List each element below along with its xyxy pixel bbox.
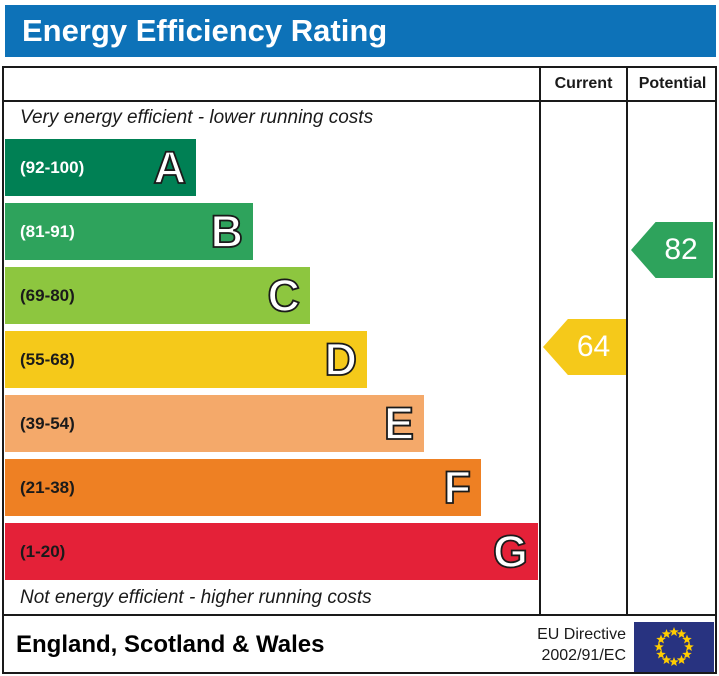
band-d: (55-68) D bbox=[5, 331, 367, 388]
footer-separator bbox=[2, 614, 717, 616]
page-title: Energy Efficiency Rating bbox=[5, 5, 716, 57]
eu-directive-label: EU Directive 2002/91/EC bbox=[476, 616, 626, 674]
potential-column-header: Potential bbox=[638, 75, 707, 92]
potential-rating-marker: 82 bbox=[631, 222, 713, 278]
band-c: (69-80) C bbox=[5, 267, 310, 324]
band-b-letter: B bbox=[210, 206, 244, 257]
band-a-letter: A bbox=[153, 142, 187, 193]
band-e-range: (39-54) bbox=[20, 413, 75, 433]
band-e: (39-54) E bbox=[5, 395, 424, 452]
potential-rating-value: 82 bbox=[664, 233, 698, 266]
current-column-header: Current bbox=[554, 75, 613, 92]
band-e-letter: E bbox=[383, 398, 415, 449]
band-f-range: (21-38) bbox=[20, 477, 75, 497]
current-rating-value: 64 bbox=[576, 330, 611, 363]
band-d-range: (55-68) bbox=[20, 349, 75, 369]
band-g-letter: G bbox=[492, 526, 529, 577]
band-d-letter: D bbox=[324, 334, 358, 385]
band-g-range: (1-20) bbox=[20, 541, 66, 561]
band-g: (1-20) G bbox=[5, 523, 538, 580]
band-f: (21-38) F bbox=[5, 459, 481, 516]
band-b-range: (81-91) bbox=[20, 221, 75, 241]
region-label: England, Scotland & Wales bbox=[16, 631, 325, 658]
band-c-letter: C bbox=[267, 270, 301, 321]
potential-column-divider bbox=[626, 66, 628, 616]
header-separator bbox=[2, 100, 717, 102]
eu-directive-line1: EU Directive bbox=[537, 626, 626, 643]
band-f-letter: F bbox=[443, 462, 472, 513]
eu-flag-icon bbox=[634, 622, 714, 672]
band-a: (92-100) A bbox=[5, 139, 196, 196]
eu-directive-line2: 2002/91/EC bbox=[541, 647, 626, 664]
bottom-note: Not energy efficient - higher running co… bbox=[20, 587, 372, 608]
current-column-divider bbox=[539, 66, 541, 616]
top-note: Very energy efficient - lower running co… bbox=[20, 107, 374, 128]
band-a-range: (92-100) bbox=[20, 157, 85, 177]
band-c-range: (69-80) bbox=[20, 285, 75, 305]
band-b: (81-91) B bbox=[5, 203, 253, 260]
